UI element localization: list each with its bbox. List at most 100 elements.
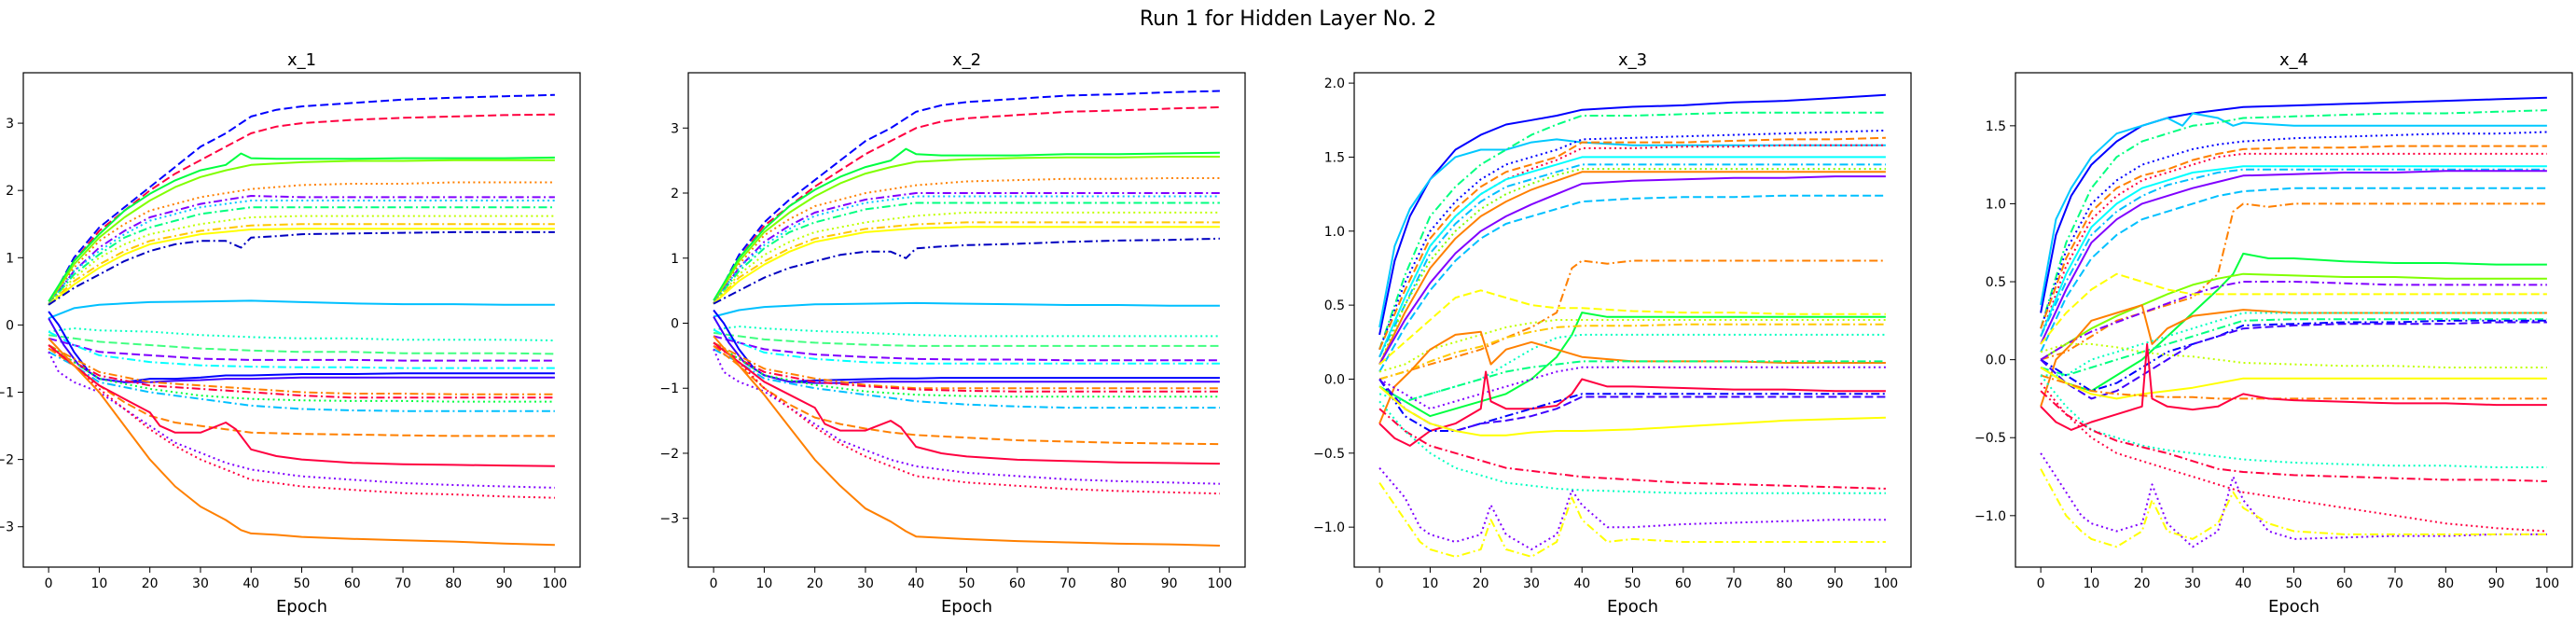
series-line-s11 <box>713 226 1220 305</box>
x-tick-label: 70 <box>2387 576 2403 591</box>
x-tick-label: 40 <box>242 576 259 591</box>
y-tick-label: 2 <box>6 184 14 199</box>
x-tick-label: 90 <box>1161 576 1178 591</box>
series-line-s2 <box>48 113 555 306</box>
subplot-1: x_1 0 10 20 30 40 50 60 70 80 90 100 −3 −2 −1 0 1 2 3 Epoch <box>0 50 581 617</box>
x-axis-label: Epoch <box>2268 597 2320 617</box>
series-line-s1 <box>2040 96 2547 313</box>
y-tick-label: 0.0 <box>1986 354 2006 368</box>
x-tick-label: 40 <box>2235 576 2251 591</box>
series-line-s11 <box>2040 202 2547 361</box>
x-tick-label: 80 <box>1776 576 1793 591</box>
series-line-s25 <box>1378 385 1886 437</box>
y-tick-label: −2 <box>0 453 14 468</box>
series-line-s7 <box>1378 156 1886 358</box>
series-line-s4 <box>1378 129 1886 351</box>
x-tick-label: 30 <box>2184 576 2201 591</box>
y-tick-label: 2 <box>671 187 679 201</box>
x-tick-label: 90 <box>2488 576 2505 591</box>
x-tick-label: 30 <box>857 576 874 591</box>
series-line-s29 <box>2040 468 2547 548</box>
y-tick-label: 1 <box>6 251 14 266</box>
series-line-s22 <box>1378 370 1886 447</box>
x-tick-label: 100 <box>2534 576 2559 591</box>
series-line-s8 <box>1378 163 1886 358</box>
x-axis-label: Epoch <box>276 597 327 617</box>
series-line-s4 <box>2040 131 2547 329</box>
series-line-s22 <box>2040 367 2547 400</box>
series-line-s25 <box>48 344 555 467</box>
x-tick-label: 50 <box>294 576 311 591</box>
subplot-title: x_2 <box>952 50 981 70</box>
x-tick-label: 50 <box>2286 576 2303 591</box>
series-line-s24 <box>48 347 555 437</box>
x-tick-label: 90 <box>1827 576 1844 591</box>
x-tick-label: 70 <box>1059 576 1076 591</box>
subplot-2: x_2 0 10 20 30 40 50 60 70 80 90 100 −3 −2 −1 0 1 2 3 Epoch <box>659 50 1246 617</box>
x-tick-label: 60 <box>1675 576 1692 591</box>
series-line-s17 <box>1378 323 1886 381</box>
x-tick-label: 20 <box>142 576 159 591</box>
series-line-s8 <box>2040 168 2547 338</box>
x-tick-label: 0 <box>45 576 53 591</box>
series-line-s9 <box>2040 170 2547 345</box>
series-line-s7 <box>48 200 555 306</box>
series-line-s16 <box>1378 319 1886 373</box>
x-tick-label: 10 <box>2083 576 2099 591</box>
series-line-s14 <box>1378 289 1886 366</box>
series-line-s15 <box>2040 272 2547 345</box>
series-line-s28 <box>713 335 1220 547</box>
y-tick-label: 3 <box>6 117 14 132</box>
axes-frame <box>687 72 1246 568</box>
x-tick-label: 100 <box>1873 576 1898 591</box>
series-line-s26 <box>48 351 555 489</box>
series-line-s8 <box>713 201 1220 305</box>
series-line-s18 <box>2040 318 2547 377</box>
series-line-s20 <box>48 344 555 395</box>
series-line-s14 <box>713 326 1220 338</box>
y-tick-label: −2 <box>659 447 679 462</box>
x-tick-label: 10 <box>1421 576 1438 591</box>
x-axis-label: Epoch <box>1607 597 1658 617</box>
y-tick-label: 0.5 <box>1324 298 1345 313</box>
x-tick-label: 100 <box>542 576 567 591</box>
y-tick-label: −0.5 <box>1974 431 2006 446</box>
x-tick-label: 30 <box>192 576 209 591</box>
y-tick-label: −3 <box>0 520 14 535</box>
series-line-s2 <box>1378 138 1886 328</box>
series-line-s20 <box>713 341 1220 390</box>
series-line-s13 <box>2040 272 2547 361</box>
series-line-s1 <box>1378 93 1886 336</box>
series-group <box>2040 96 2547 548</box>
y-tick-label: 1 <box>671 252 679 267</box>
series-line-s3 <box>48 152 555 302</box>
axes-frame <box>22 72 581 568</box>
series-line-s3 <box>2040 109 2547 329</box>
series-line-s17 <box>48 330 555 369</box>
series-line-s14 <box>2040 281 2547 361</box>
y-tick-label: −1.0 <box>1313 520 1345 535</box>
y-tick-label: −1 <box>659 381 679 396</box>
x-tick-label: 80 <box>445 576 462 591</box>
x-tick-label: 10 <box>90 576 107 591</box>
series-line-s4 <box>48 159 555 306</box>
x-tick-label: 70 <box>395 576 411 591</box>
series-line-s21 <box>2040 342 2547 368</box>
series-line-s18 <box>713 309 1220 383</box>
y-tick-label: 1.0 <box>1986 197 2006 212</box>
series-line-s9 <box>1378 168 1886 365</box>
series-line-s10 <box>48 223 555 306</box>
series-line-s27 <box>48 344 555 499</box>
series-line-s7 <box>713 195 1220 305</box>
y-tick-label: 0.0 <box>1324 372 1345 387</box>
y-tick-label: 0.5 <box>1986 275 2006 290</box>
x-tick-label: 50 <box>1625 576 1641 591</box>
series-line-s11 <box>1378 175 1886 366</box>
x-tick-label: 0 <box>710 576 718 591</box>
x-tick-label: 90 <box>496 576 513 591</box>
series-line-s18 <box>48 311 555 383</box>
x-tick-label: 40 <box>907 576 924 591</box>
series-line-s5 <box>1378 136 1886 351</box>
series-group <box>1378 93 1886 558</box>
